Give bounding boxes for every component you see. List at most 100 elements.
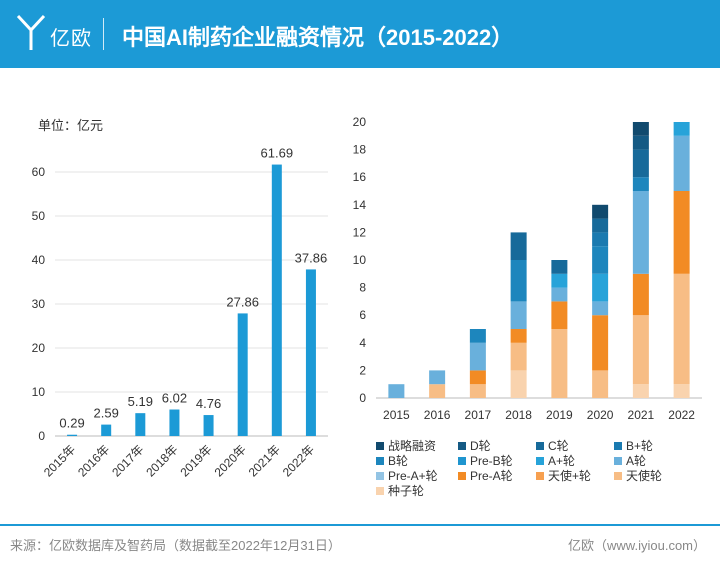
stacked-segment <box>510 342 527 371</box>
legend-label: A轮 <box>626 454 646 468</box>
stacked-segment <box>551 273 568 288</box>
x-tick-label: 2019年 <box>177 442 214 479</box>
stacked-segment <box>551 260 568 274</box>
logo-divider <box>103 18 104 50</box>
stacked-segment <box>429 370 446 385</box>
legend-label: B轮 <box>388 454 408 468</box>
data-label: 5.19 <box>128 394 153 409</box>
stacked-segment <box>673 384 690 398</box>
bar <box>67 434 78 436</box>
x-tick-label: 2019 <box>546 408 573 422</box>
stacked-segment <box>632 191 649 274</box>
data-label: 4.76 <box>196 396 221 411</box>
bar <box>169 409 180 436</box>
stacked-segment <box>673 191 690 274</box>
y-tick-label: 6 <box>359 308 366 322</box>
y-tick-label: 0 <box>38 429 45 443</box>
stacked-segment <box>632 273 649 316</box>
y-tick-label: 30 <box>32 297 46 311</box>
logo-text: 亿欧 <box>50 28 92 50</box>
legend-swatch <box>376 487 384 495</box>
stacked-segment <box>510 260 527 302</box>
stacked-segment <box>592 218 609 233</box>
x-tick-label: 2020 <box>587 408 614 422</box>
stacked-segment <box>592 204 609 219</box>
x-tick-label: 2016 <box>424 408 451 422</box>
stacked-segment <box>632 135 649 150</box>
stacked-segment <box>592 232 609 247</box>
y-tick-label: 10 <box>353 253 367 267</box>
brand-note: 亿欧（www.iyiou.com） <box>568 538 706 553</box>
data-label: 61.69 <box>261 146 294 161</box>
legend-swatch <box>536 472 544 480</box>
stacked-segment <box>592 370 609 398</box>
y-tick-label: 18 <box>353 143 367 157</box>
y-tick-label: 20 <box>353 115 367 129</box>
x-tick-label: 2022年 <box>280 442 317 479</box>
stacked-segment <box>510 301 527 329</box>
y-tick-label: 12 <box>353 225 367 239</box>
y-tick-label: 14 <box>353 198 367 212</box>
y-tick-label: 2 <box>359 363 366 377</box>
bar <box>271 164 282 436</box>
page-title: 中国AI制药企业融资情况（2015-2022） <box>122 25 514 50</box>
x-tick-label: 2021 <box>628 408 655 422</box>
y-tick-label: 8 <box>359 281 366 295</box>
x-tick-label: 2017 <box>465 408 492 422</box>
stacked-segment <box>510 232 527 260</box>
right-stacked-bar-chart: 0 2 4 6 8 10 12 14 16 18 20 2015 2016 2017 2018 2019 202… <box>353 115 702 422</box>
x-tick-label: 2020年 <box>212 442 249 479</box>
legend-label: 战略融资 <box>388 438 436 453</box>
stacked-segment <box>632 149 649 178</box>
source-note: 来源：亿欧数据库及智药局（数据截至2022年12月31日） <box>10 538 341 553</box>
stacked-segment <box>469 370 486 385</box>
left-bar-chart: 单位：亿元 0 10 20 30 40 50 60 0.29 2015年 2.59 2016年 5.19… <box>32 118 328 479</box>
legend-label: Pre-B轮 <box>470 454 513 468</box>
legend-swatch <box>458 457 466 465</box>
y-tick-label: 10 <box>32 385 46 399</box>
legend-swatch <box>614 457 622 465</box>
x-tick-label: 2021年 <box>246 442 283 479</box>
bar <box>237 313 248 436</box>
y-tick-label: 60 <box>32 165 46 179</box>
stacked-segment <box>592 273 609 302</box>
bar <box>305 269 316 436</box>
y-tick-label: 0 <box>359 391 366 405</box>
bar <box>203 415 214 436</box>
x-tick-label: 2015年 <box>41 442 78 479</box>
stacked-segment <box>632 315 649 385</box>
legend-label: Pre-A轮 <box>470 469 513 483</box>
y-tick-label: 20 <box>32 341 46 355</box>
data-label: 37.86 <box>295 250 328 265</box>
legend-label: Pre-A+轮 <box>388 469 438 483</box>
stacked-segment <box>673 273 690 385</box>
legend-swatch <box>376 472 384 480</box>
data-label: 6.02 <box>162 391 187 406</box>
header-bar: 亿欧 中国AI制药企业融资情况（2015-2022） <box>0 0 720 68</box>
stacked-segment <box>592 315 609 371</box>
legend-label: A+轮 <box>548 454 575 468</box>
legend-swatch <box>614 442 622 450</box>
stacked-segment <box>551 329 568 398</box>
data-label: 0.29 <box>59 416 84 431</box>
stacked-segment <box>388 384 405 398</box>
bar <box>135 413 146 436</box>
chart-legend: 战略融资 D轮 C轮 B+轮 B轮 Pre-B轮 A+轮 A轮 Pre-A+轮 Pre-A轮 天使+… <box>376 438 662 498</box>
stacked-segment <box>673 135 690 191</box>
legend-label: B+轮 <box>626 439 653 453</box>
stacked-segment <box>673 122 690 136</box>
legend-swatch <box>376 457 384 465</box>
legend-swatch <box>536 442 544 450</box>
charts-area: 单位：亿元01020304050600.292015年2.592016年5.19… <box>32 115 702 498</box>
data-label: 2.59 <box>94 406 119 421</box>
stacked-segment <box>592 301 609 316</box>
legend-swatch <box>614 472 622 480</box>
stacked-segment <box>469 384 486 398</box>
legend-label: C轮 <box>548 439 569 453</box>
legend-label: 种子轮 <box>388 484 424 498</box>
x-tick-label: 2018年 <box>143 442 180 479</box>
legend-swatch <box>458 472 466 480</box>
stacked-segment <box>632 177 649 191</box>
stacked-segment <box>510 329 527 343</box>
legend-swatch <box>376 442 384 450</box>
